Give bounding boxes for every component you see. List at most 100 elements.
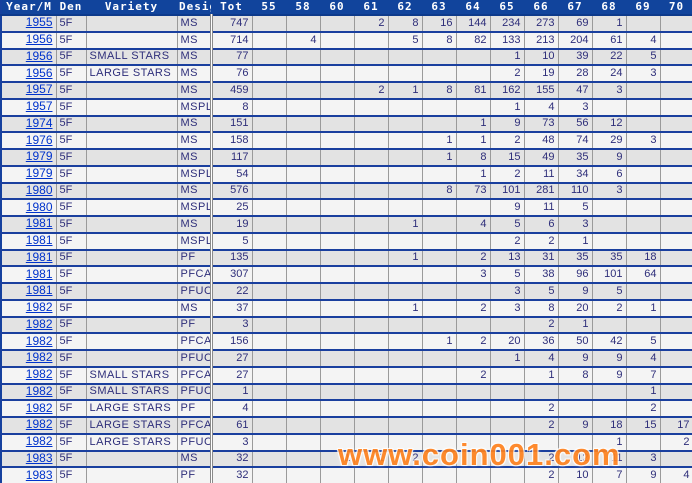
grade-cell-60 [320,366,355,385]
grade-cell-70 [660,450,692,469]
grade-cell-64: 82 [456,31,491,50]
year-link[interactable]: 1981 [25,249,53,264]
grade-cell-64: 81 [456,82,491,100]
tot-cell: 54 [209,165,253,184]
den-cell: 5F [56,299,87,318]
year-link[interactable]: 1982 [25,400,53,415]
desig-cell: MS [177,182,212,201]
grade-cell-69 [626,165,661,184]
den-cell: 5F [56,149,87,167]
desig-cell: MSPL [177,165,212,184]
year-link[interactable]: 1980 [25,182,53,197]
year-link[interactable]: 1982 [25,434,53,449]
grade-cell-58 [286,450,321,469]
grade-cell-67: 8 [558,366,593,385]
table-row: 1982 5F PFCA 156 1 2 20 36 50 42 5 [1,333,692,351]
grade-cell-66: 11 [524,199,559,217]
grade-cell-65 [490,450,525,469]
year-link[interactable]: 1955 [25,15,53,30]
grade-cell-58 [286,65,321,83]
grade-cell-62: 5 [388,31,423,50]
grade-cell-67: 10 [558,467,593,483]
grade-cell-70 [660,366,692,385]
grade-cell-58 [286,98,321,117]
year-link[interactable]: 1976 [25,132,53,147]
grade-cell-62: 2 [388,450,423,469]
grade-cell-65: 3 [490,299,525,318]
variety-cell: SMALL STARS [86,48,178,67]
year-link[interactable]: 1981 [25,283,53,298]
grade-cell-61: 2 [354,15,389,33]
variety-cell [86,450,178,469]
grade-cell-68: 29 [592,132,627,150]
column-header-63: 63 [422,0,456,16]
grade-cell-55 [252,333,287,351]
column-header-61: 61 [354,0,388,16]
column-header-tot: Tot [211,0,252,16]
desig-cell: PF [177,249,212,268]
year-link[interactable]: 1982 [25,316,53,331]
grade-cell-67: 69 [558,15,593,33]
grade-cell-70 [660,400,692,418]
year-link[interactable]: 1982 [25,350,53,365]
column-header-69: 69 [626,0,660,16]
year-link[interactable]: 1981 [25,266,53,281]
grade-cell-68: 6 [592,165,627,184]
year-link[interactable]: 1980 [25,199,53,214]
year-link[interactable]: 1956 [25,48,53,63]
grade-cell-61 [354,400,389,418]
desig-cell: MSPL [177,199,212,217]
desig-cell: MS [177,82,212,100]
variety-cell [86,149,178,167]
grade-cell-58 [286,383,321,402]
year-link[interactable]: 1979 [25,166,53,181]
year-link[interactable]: 1982 [25,333,53,348]
grade-cell-64: 1 [456,115,491,134]
grade-cell-68: 5 [592,283,627,301]
grade-cell-55 [252,350,287,368]
year-link[interactable]: 1956 [25,65,53,80]
year-link[interactable]: 1983 [25,450,53,465]
year-link[interactable]: 1982 [25,383,53,398]
den-cell: 5F [56,283,87,301]
year-link[interactable]: 1982 [25,300,53,315]
grade-cell-64: 3 [456,266,491,284]
grade-cell-60 [320,82,355,100]
tot-cell: 714 [209,31,253,50]
year-link[interactable]: 1979 [25,149,53,164]
grade-cell-65 [490,433,525,452]
year-cell: 1982 [1,316,57,335]
grade-cell-58 [286,165,321,184]
year-link[interactable]: 1957 [25,82,53,97]
grade-cell-68 [592,316,627,335]
tot-cell: 27 [209,350,253,368]
grade-cell-65: 234 [490,15,525,33]
year-link[interactable]: 1982 [25,417,53,432]
variety-cell [86,216,178,234]
grade-cell-64 [456,232,491,251]
grade-cell-70 [660,333,692,351]
table-row: 1981 5F MS 19 1 4 5 6 3 [1,216,692,234]
year-link[interactable]: 1983 [25,467,53,482]
year-cell: 1981 [1,266,57,284]
year-link[interactable]: 1956 [25,32,53,47]
year-link[interactable]: 1957 [25,99,53,114]
grade-cell-60 [320,199,355,217]
grade-cell-62: 1 [388,249,423,268]
year-link[interactable]: 1981 [25,233,53,248]
grade-cell-63 [422,232,457,251]
year-link[interactable]: 1981 [25,216,53,231]
tot-cell: 459 [209,82,253,100]
grade-cell-62 [388,467,423,483]
grade-cell-66: 2 [524,316,559,335]
year-link[interactable]: 1974 [25,115,53,130]
grade-cell-64: 2 [456,366,491,385]
grade-cell-64: 8 [456,149,491,167]
grade-cell-67: 35 [558,149,593,167]
tot-cell: 1 [209,383,253,402]
year-cell: 1981 [1,232,57,251]
variety-cell [86,199,178,217]
grade-cell-62 [388,165,423,184]
grade-cell-62 [388,316,423,335]
year-link[interactable]: 1982 [25,367,53,382]
